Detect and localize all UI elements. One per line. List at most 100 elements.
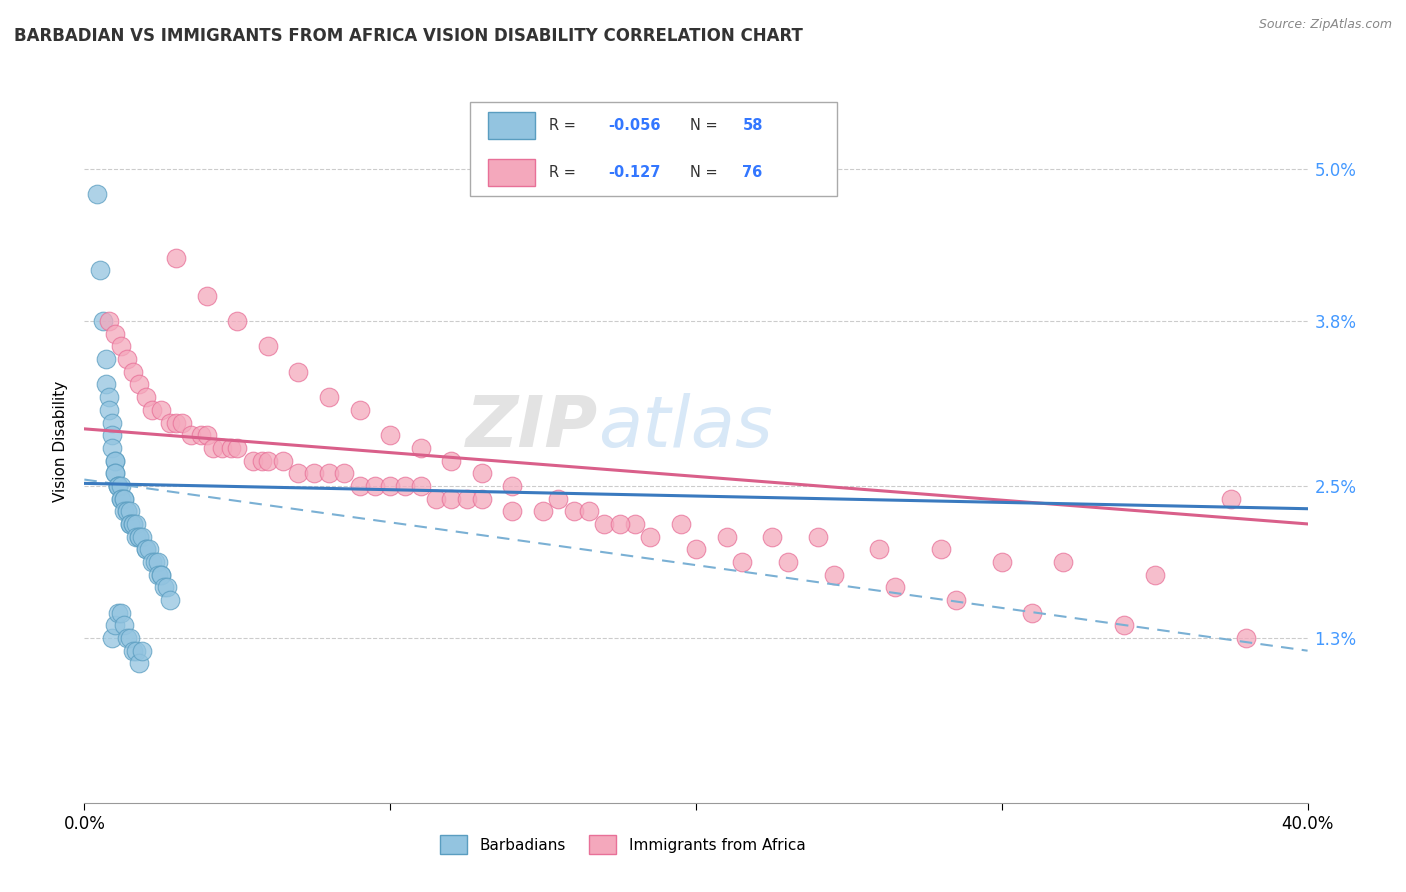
Point [131, 643, 153, 657]
Point [110, 491, 132, 506]
Point [180, 428, 202, 442]
Point [991, 555, 1014, 569]
Point [101, 631, 124, 645]
Point [287, 365, 309, 379]
Point [122, 516, 145, 531]
Point [97, 314, 120, 328]
Point [112, 491, 135, 506]
Point [945, 593, 967, 607]
Point [143, 555, 166, 569]
Text: 76: 76 [742, 165, 762, 180]
Point [364, 479, 387, 493]
Point [195, 289, 218, 303]
Point [242, 453, 264, 467]
Point [107, 606, 129, 620]
Point [380, 479, 402, 493]
Point [624, 516, 647, 531]
Point [471, 467, 494, 481]
Point [128, 657, 150, 671]
Point [349, 402, 371, 417]
Point [562, 504, 585, 518]
Point [502, 504, 524, 518]
Point [125, 530, 148, 544]
Point [219, 441, 242, 455]
Point [638, 530, 661, 544]
Point [440, 491, 463, 506]
Point [440, 453, 463, 467]
Point [104, 453, 127, 467]
Point [104, 467, 127, 481]
Point [135, 542, 157, 557]
Point [257, 453, 280, 467]
Point [104, 326, 127, 341]
Point [669, 516, 692, 531]
Text: R =: R = [550, 165, 581, 180]
Point [110, 479, 132, 493]
Point [165, 416, 187, 430]
Text: -0.127: -0.127 [607, 165, 661, 180]
Point [104, 618, 127, 632]
Text: N =: N = [690, 118, 723, 133]
Point [165, 251, 187, 265]
Point [125, 643, 148, 657]
Point [131, 530, 153, 544]
Point [302, 467, 325, 481]
Point [883, 580, 905, 594]
Point [104, 467, 127, 481]
Point [112, 618, 135, 632]
Point [110, 339, 132, 353]
Point [201, 441, 224, 455]
Point [122, 516, 145, 531]
Point [250, 453, 273, 467]
Point [349, 479, 371, 493]
Point [318, 390, 340, 404]
Point [456, 491, 478, 506]
Point [104, 453, 127, 467]
Point [135, 390, 157, 404]
Point [287, 467, 309, 481]
Point [146, 555, 169, 569]
Point [115, 504, 138, 518]
Point [547, 491, 569, 506]
Point [120, 631, 142, 645]
Point [195, 428, 218, 442]
Point [97, 402, 120, 417]
Point [409, 441, 432, 455]
Point [929, 542, 952, 557]
Point [1220, 491, 1243, 506]
Point [125, 516, 148, 531]
Bar [488, 159, 534, 186]
Point [761, 530, 783, 544]
Point [122, 365, 145, 379]
Point [94, 352, 117, 367]
Point [1052, 555, 1074, 569]
Point [101, 428, 124, 442]
Point [91, 314, 114, 328]
Point [107, 479, 129, 493]
Point [107, 479, 129, 493]
Point [120, 504, 142, 518]
Point [110, 606, 132, 620]
Point [110, 491, 132, 506]
Point [1114, 618, 1136, 632]
Point [86, 187, 108, 202]
Text: N =: N = [690, 165, 723, 180]
Point [471, 491, 494, 506]
Point [731, 555, 754, 569]
Point [1143, 567, 1166, 582]
Point [190, 428, 212, 442]
Point [122, 643, 145, 657]
Text: -0.056: -0.056 [607, 118, 661, 133]
Point [141, 402, 163, 417]
Point [318, 467, 340, 481]
Point [226, 441, 249, 455]
Point [380, 428, 402, 442]
FancyBboxPatch shape [470, 102, 837, 196]
Point [101, 416, 124, 430]
Point [94, 377, 117, 392]
Point [97, 390, 120, 404]
Legend: Barbadians, Immigrants from Africa: Barbadians, Immigrants from Africa [433, 830, 811, 860]
Point [257, 339, 280, 353]
Point [112, 504, 135, 518]
Point [502, 479, 524, 493]
